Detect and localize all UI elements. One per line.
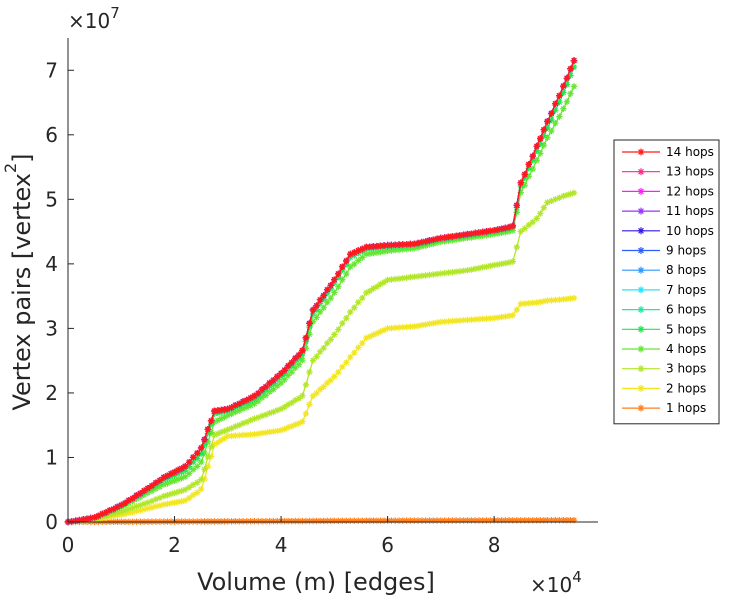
series-12-hops (64, 57, 578, 526)
series-markers (64, 57, 578, 526)
series-line (67, 66, 575, 523)
y-tick-label: 1 (45, 445, 58, 469)
series-line (67, 60, 575, 523)
x-tick-label: 2 (168, 533, 181, 557)
legend-label: 2 hops (666, 381, 706, 395)
legend: 14 hops 13 hops 12 hops 11 hops 10 hops 9 hop… (613, 139, 720, 425)
series-11-hops (64, 57, 578, 526)
series-markers (64, 57, 578, 526)
y-tick-label: 3 (45, 316, 58, 340)
legend-entry: 8 hops (622, 263, 706, 277)
series-line (67, 60, 575, 523)
legend-label: 12 hops (666, 184, 714, 198)
series-markers (64, 57, 578, 526)
legend-box (613, 139, 720, 425)
legend-entry: 5 hops (622, 322, 706, 336)
legend-entry: 2 hops (622, 381, 706, 395)
legend-entry: 13 hops (622, 165, 714, 179)
x-tick-label: 4 (275, 533, 288, 557)
y-exponent-power: 7 (110, 4, 120, 22)
y-tick-label: 5 (45, 187, 58, 211)
axis-labels: Volume (m) [edges] Vertex pairs [vertex2… (1, 4, 582, 597)
series-line (67, 192, 575, 523)
legend-label: 11 hops (666, 204, 714, 218)
x-exponent-power: 4 (572, 568, 582, 586)
x-exponent-base: ×10 (530, 573, 572, 597)
series-7-hops (64, 57, 578, 526)
series-10-hops (64, 57, 578, 526)
series-line (67, 60, 575, 523)
series-markers (64, 57, 578, 526)
y-axis-label: Vertex pairs [vertex2] (1, 153, 36, 410)
y-tick-label: 2 (45, 381, 58, 405)
legend-entry: 3 hops (622, 362, 706, 376)
legend-entry: 7 hops (622, 283, 706, 297)
series-1-hops (64, 516, 578, 526)
series-line (67, 60, 575, 523)
y-axis-label-main: Vertex pairs [vertex (8, 173, 36, 411)
y-axis-label-sup: 2 (1, 163, 20, 173)
y-exponent-base: ×10 (68, 9, 110, 33)
series-layer (64, 57, 578, 526)
x-axis-label: Volume (m) [edges] (197, 568, 435, 596)
legend-entry: 14 hops (622, 145, 714, 159)
legend-label: 4 hops (666, 342, 706, 356)
series-14-hops (64, 57, 578, 526)
legend-entry: 6 hops (622, 303, 706, 317)
series-markers (64, 63, 578, 526)
series-8-hops (64, 57, 578, 526)
series-markers (64, 57, 578, 526)
series-markers (64, 516, 578, 526)
x-tick-label: 0 (62, 533, 75, 557)
legend-label: 8 hops (666, 263, 706, 277)
legend-label: 6 hops (666, 303, 706, 317)
y-tick-label: 4 (45, 252, 58, 276)
legend-label: 14 hops (666, 145, 714, 159)
legend-label: 5 hops (666, 322, 706, 336)
series-line (67, 60, 575, 523)
legend-entry: 4 hops (622, 342, 706, 356)
series-9-hops (64, 57, 578, 526)
y-axis-exponent: ×107 (68, 4, 120, 33)
x-axis-exponent: ×104 (530, 568, 582, 597)
series-line (67, 60, 575, 523)
series-3-hops (64, 189, 578, 526)
series-line (67, 60, 575, 523)
y-tick-label: 7 (45, 58, 58, 82)
y-axis-label-suffix: ] (8, 153, 36, 162)
legend-label: 1 hops (666, 401, 706, 415)
legend-entry: 11 hops (622, 204, 714, 218)
series-markers (64, 57, 578, 526)
series-markers (64, 57, 578, 526)
legend-entry: 12 hops (622, 184, 714, 198)
series-line (67, 60, 575, 523)
legend-entry: 10 hops (622, 224, 714, 238)
series-13-hops (64, 57, 578, 526)
legend-label: 3 hops (666, 362, 706, 376)
legend-label: 7 hops (666, 283, 706, 297)
legend-label: 13 hops (666, 165, 714, 179)
legend-entry: 9 hops (622, 244, 706, 258)
axes: 0 2 4 6 8 0 1 2 3 4 5 6 7 (45, 38, 598, 557)
series-line (67, 60, 575, 523)
legend-label: 10 hops (666, 224, 714, 238)
x-tick-label: 8 (488, 533, 501, 557)
series-6-hops (64, 57, 578, 526)
series-5-hops (64, 63, 578, 526)
x-tick-label: 6 (381, 533, 394, 557)
series-markers (64, 57, 578, 526)
series-markers (64, 189, 578, 526)
series-markers (64, 57, 578, 526)
y-tick-label: 0 (45, 510, 58, 534)
legend-entry: 1 hops (622, 401, 706, 415)
legend-label: 9 hops (666, 244, 706, 258)
y-tick-label: 6 (45, 123, 58, 147)
